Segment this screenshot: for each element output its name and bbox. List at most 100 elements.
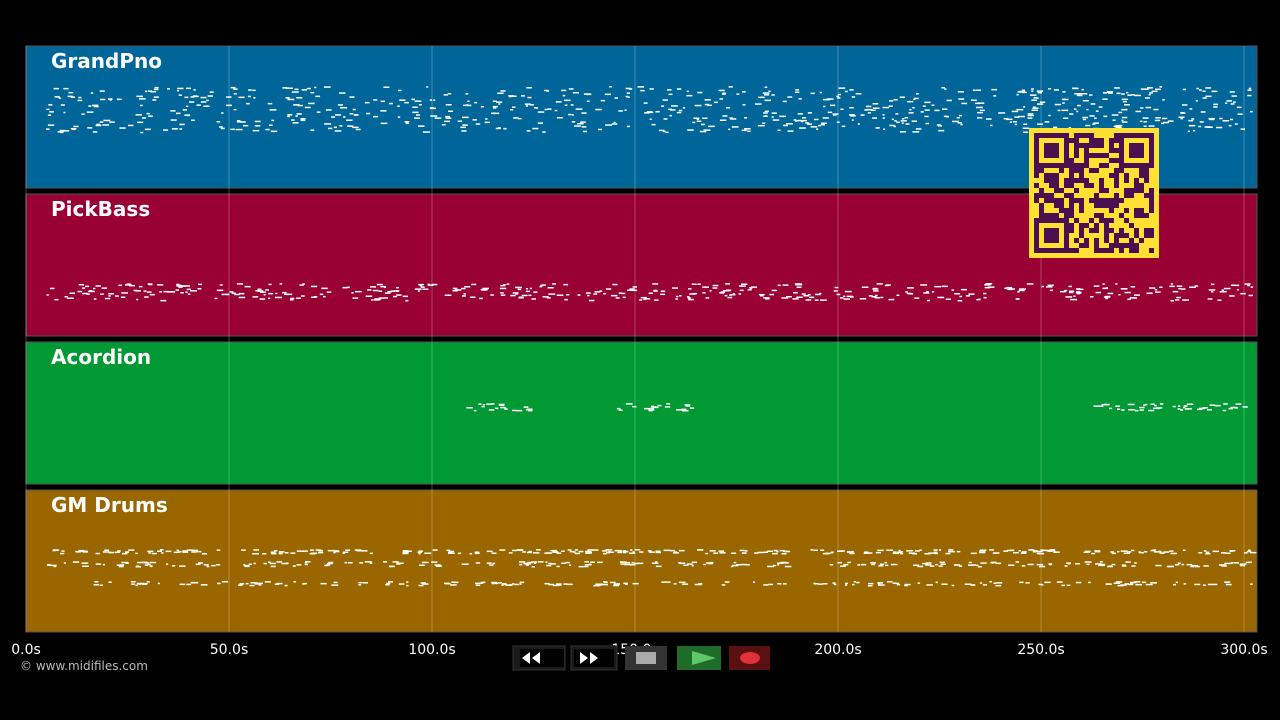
- track-name: Acordion: [51, 345, 151, 369]
- note: [860, 114, 865, 116]
- note: [593, 584, 600, 587]
- note: [466, 104, 472, 107]
- note: [1016, 108, 1024, 111]
- note: [144, 582, 148, 585]
- qr-module: [1139, 163, 1144, 168]
- note: [744, 128, 751, 130]
- stop-button[interactable]: [625, 646, 667, 670]
- note: [719, 119, 727, 121]
- note: [849, 114, 855, 116]
- qr-module: [1134, 143, 1139, 148]
- note: [892, 582, 896, 584]
- note: [73, 125, 79, 128]
- qr-module: [1039, 163, 1044, 168]
- note: [626, 92, 630, 94]
- qr-module: [1069, 183, 1074, 188]
- note: [571, 114, 574, 116]
- qr-module: [1054, 133, 1059, 138]
- note: [480, 288, 488, 291]
- note: [178, 284, 182, 287]
- record-button[interactable]: [729, 646, 770, 670]
- rewind-button[interactable]: [512, 645, 566, 671]
- note: [964, 583, 972, 585]
- qr-module: [1059, 133, 1064, 138]
- note: [419, 284, 423, 287]
- qr-module: [1129, 238, 1134, 243]
- note: [299, 284, 304, 286]
- qr-module: [1129, 153, 1134, 158]
- note: [418, 584, 424, 587]
- note: [920, 111, 924, 113]
- note: [296, 97, 303, 99]
- note: [1159, 403, 1164, 405]
- note: [102, 563, 105, 566]
- note: [904, 583, 911, 586]
- note: [515, 409, 523, 412]
- note: [676, 409, 683, 411]
- note: [534, 562, 537, 564]
- note: [719, 98, 724, 100]
- fast-forward-button[interactable]: [570, 645, 618, 671]
- qr-module: [1094, 143, 1099, 148]
- note: [1120, 288, 1128, 290]
- qr-module: [1149, 233, 1154, 238]
- qr-module: [1149, 133, 1154, 138]
- note: [875, 551, 881, 554]
- note: [216, 289, 224, 292]
- note: [387, 290, 392, 293]
- note: [135, 584, 138, 587]
- note: [64, 296, 68, 298]
- note: [965, 295, 970, 297]
- note: [1091, 552, 1096, 555]
- note: [201, 553, 208, 555]
- note: [925, 562, 932, 564]
- note: [833, 290, 838, 292]
- note: [463, 293, 466, 295]
- qr-module: [1149, 153, 1154, 158]
- note: [916, 93, 919, 95]
- note: [304, 106, 311, 109]
- note: [1135, 409, 1139, 412]
- qr-module: [1069, 178, 1074, 183]
- note: [1082, 100, 1089, 102]
- note: [224, 293, 230, 296]
- note: [1213, 106, 1218, 108]
- note: [1102, 92, 1108, 94]
- note: [1139, 406, 1145, 409]
- note: [276, 582, 283, 585]
- note: [355, 128, 361, 131]
- qr-module: [1134, 233, 1139, 238]
- note: [648, 409, 655, 411]
- note: [192, 95, 198, 97]
- note: [912, 107, 915, 109]
- note: [565, 561, 570, 564]
- qr-module: [1089, 153, 1094, 158]
- note: [603, 581, 608, 584]
- note: [668, 93, 673, 96]
- note: [663, 118, 668, 120]
- qr-module: [1119, 228, 1124, 233]
- note: [527, 96, 532, 99]
- play-button[interactable]: [677, 646, 721, 670]
- note: [857, 123, 860, 125]
- note: [1008, 564, 1015, 566]
- note: [378, 297, 384, 299]
- qr-module: [1109, 218, 1114, 223]
- note: [547, 287, 554, 289]
- note: [1180, 117, 1184, 120]
- note: [544, 108, 547, 111]
- qr-module: [1149, 203, 1154, 208]
- qr-module: [1124, 233, 1129, 238]
- note: [373, 115, 379, 118]
- note: [968, 564, 973, 566]
- note: [397, 105, 400, 107]
- note: [707, 104, 712, 107]
- note: [637, 86, 645, 88]
- note: [508, 552, 513, 554]
- note: [327, 549, 335, 552]
- note: [813, 549, 818, 551]
- note: [519, 583, 522, 585]
- note: [1036, 552, 1040, 555]
- note: [495, 127, 501, 130]
- note: [311, 296, 317, 298]
